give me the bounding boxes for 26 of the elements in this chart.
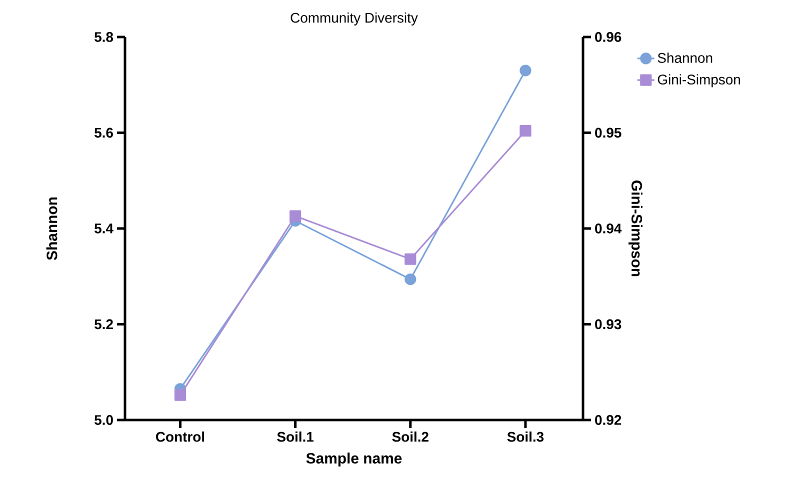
y-tick-label: 5.0: [94, 415, 113, 425]
point: [404, 253, 416, 265]
x-tick-label: Soil.3: [507, 432, 544, 442]
y2-tick-label: 0.92: [595, 415, 622, 425]
y2-tick-label: 0.96: [595, 32, 622, 42]
y2-tick-label: 0.94: [595, 224, 622, 234]
x-tick-label: Soil.2: [392, 432, 428, 442]
x-tick-label: Soil.1: [277, 432, 314, 442]
point: [520, 64, 532, 76]
point: [404, 273, 416, 286]
y2-axis-title: Gini-Simpson: [628, 180, 642, 276]
point: [290, 210, 302, 222]
chart-title: Community Diversity: [290, 12, 418, 26]
y-tick-label: 5.4: [94, 224, 114, 234]
x-tick-label: Control: [156, 432, 204, 442]
x-axis-title: Sample name: [306, 452, 402, 467]
legend-label: Shannon: [658, 52, 712, 63]
point: [174, 389, 186, 401]
y-tick-label: 5.2: [94, 319, 113, 330]
y-tick-label: 5.8: [94, 32, 114, 42]
y2-tick-label: 0.93: [595, 319, 622, 330]
point: [520, 125, 532, 137]
legend-label: Gini-Simpson: [658, 74, 740, 88]
y2-tick-label: 0.95: [595, 128, 622, 138]
y-axis-title: Shannon: [46, 197, 58, 260]
y-tick-label: 5.6: [94, 128, 113, 138]
